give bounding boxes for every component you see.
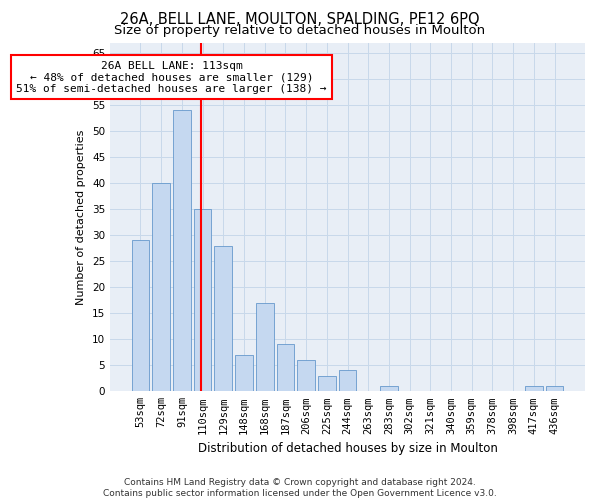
Bar: [194, 209, 211, 392]
Text: 26A BELL LANE: 113sqm
← 48% of detached houses are smaller (129)
51% of semi-det: 26A BELL LANE: 113sqm ← 48% of detached …: [16, 60, 327, 94]
Bar: [277, 344, 294, 392]
Bar: [339, 370, 356, 392]
Bar: [131, 240, 149, 392]
Bar: [214, 246, 232, 392]
Bar: [525, 386, 543, 392]
Bar: [298, 360, 315, 392]
Bar: [546, 386, 563, 392]
Bar: [318, 376, 335, 392]
Bar: [235, 355, 253, 392]
Bar: [173, 110, 191, 392]
Text: Contains HM Land Registry data © Crown copyright and database right 2024.
Contai: Contains HM Land Registry data © Crown c…: [103, 478, 497, 498]
Bar: [152, 183, 170, 392]
X-axis label: Distribution of detached houses by size in Moulton: Distribution of detached houses by size …: [197, 442, 497, 455]
Text: 26A, BELL LANE, MOULTON, SPALDING, PE12 6PQ: 26A, BELL LANE, MOULTON, SPALDING, PE12 …: [120, 12, 480, 28]
Bar: [256, 303, 274, 392]
Bar: [380, 386, 398, 392]
Text: Size of property relative to detached houses in Moulton: Size of property relative to detached ho…: [115, 24, 485, 37]
Y-axis label: Number of detached properties: Number of detached properties: [76, 129, 86, 304]
